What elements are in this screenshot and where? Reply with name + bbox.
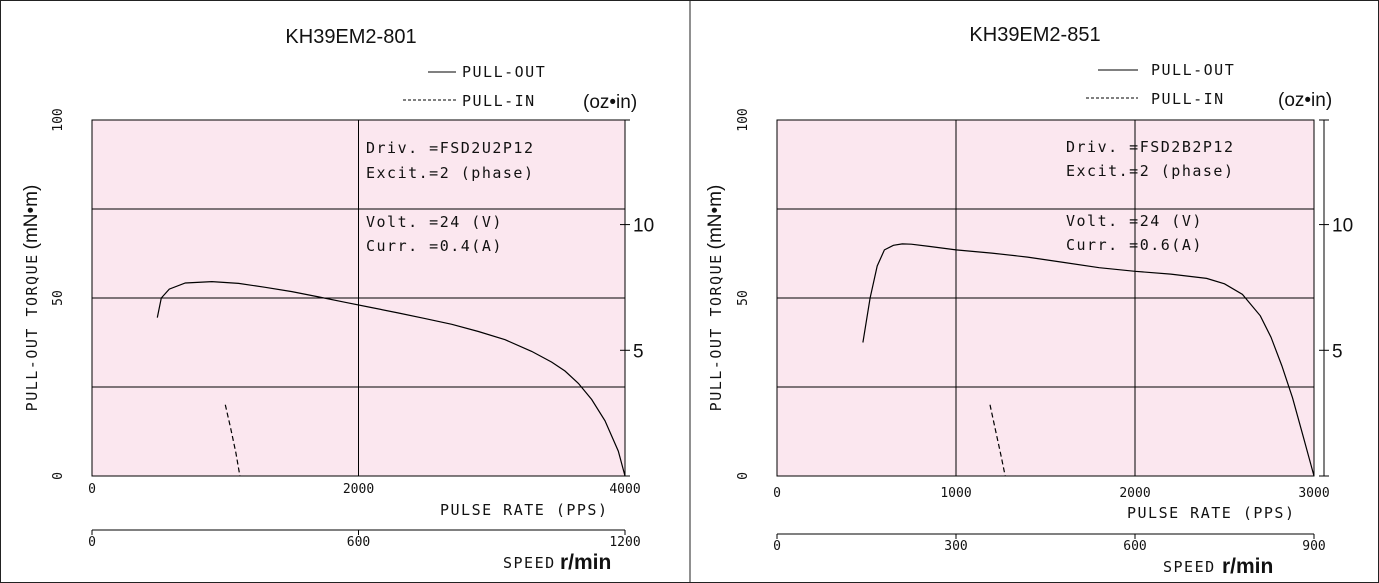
x2-axis-label: SPEED (503, 554, 556, 572)
x2-axis-unit: r/min (1222, 555, 1273, 578)
series-line-pull-out (156, 280, 626, 477)
annotation-driver: Driv. =FSD2U2P12 (366, 139, 535, 157)
y-tick-label: 0 (51, 472, 66, 480)
y-axis-label: PULL-OUT TORQUE (mN•m) (705, 185, 726, 412)
tick-marks (91, 119, 630, 535)
x-tick-label: 0 (88, 482, 96, 497)
y-tick-label: 100 (51, 108, 66, 131)
y-tick-label: 0 (736, 472, 751, 480)
x2-axis-unit: r/min (560, 551, 611, 574)
x2-axis-label: SPEED (1163, 558, 1216, 576)
x-axis-label: PULSE RATE (PPS) (440, 501, 609, 519)
y-axis-label-text: PULL-OUT TORQUE (707, 253, 725, 411)
y2-axis-unit: (oz•in) (1278, 90, 1332, 111)
y-axis-label-text: PULL-OUT TORQUE (23, 253, 41, 411)
y-axis-unit: (mN•m) (21, 185, 42, 250)
y2-tick-label: 10 (633, 216, 654, 237)
legend-label-pull-out: PULL-OUT (1151, 61, 1235, 79)
x2-tick-label: 0 (773, 539, 781, 554)
x2-tick-label: 600 (1123, 539, 1146, 554)
annotation-voltage: Volt. =24 (V) (1066, 212, 1203, 230)
tick-marks (776, 119, 1329, 539)
x-tick-label: 4000 (609, 482, 640, 497)
x-tick-label: 1000 (940, 486, 971, 501)
y2-tick-label: 5 (633, 341, 644, 362)
grid-lines (92, 120, 625, 476)
annotation-current: Curr. =0.4(A) (366, 237, 503, 255)
x-tick-label: 2000 (343, 482, 374, 497)
x2-tick-label: 0 (88, 535, 96, 550)
series-line-pull-in (989, 404, 1006, 477)
x-axis-label: PULSE RATE (PPS) (1127, 504, 1296, 522)
series-line-pull-out (862, 243, 1315, 477)
y2-axis-unit: (oz•in) (583, 92, 637, 113)
series-lines (862, 243, 1315, 477)
tick-labels: 0 1000 2000 3000 0 300 600 900 0 50 100 5 10 (736, 108, 1353, 554)
legend-label-pull-out: PULL-OUT (462, 63, 546, 81)
y-axis-label: PULL-OUT TORQUE (mN•m) (21, 185, 42, 412)
x2-tick-label: 600 (347, 535, 370, 550)
chart-panel-2: 0 1000 2000 3000 0 300 600 900 0 50 100 5 10 KH39EM2… (705, 24, 1353, 578)
y-tick-label: 50 (736, 290, 751, 306)
chart-title: KH39EM2-801 (285, 26, 416, 48)
series-line-pull-in (224, 404, 241, 477)
annotation-excitation: Excit.=2 (phase) (366, 164, 535, 182)
grid-lines (777, 120, 1314, 476)
series-lines (156, 280, 626, 477)
tick-labels: 0 2000 4000 0 600 1200 0 50 100 5 10 (51, 108, 654, 550)
annotation-driver: Driv. =FSD2B2P12 (1066, 138, 1235, 156)
y2-tick-label: 5 (1332, 341, 1343, 362)
chart-title: KH39EM2-851 (969, 24, 1100, 46)
y2-tick-label: 10 (1332, 216, 1353, 237)
annotation-voltage: Volt. =24 (V) (366, 213, 503, 231)
chart-panel-1: 0 2000 4000 0 600 1200 0 50 100 5 10 KH39EM2-801 P… (21, 26, 654, 574)
annotation-excitation: Excit.=2 (phase) (1066, 162, 1235, 180)
legend-label-pull-in: PULL-IN (1151, 90, 1225, 108)
x2-tick-label: 1200 (609, 535, 640, 550)
x2-tick-label: 300 (944, 539, 967, 554)
y-tick-label: 50 (51, 290, 66, 306)
x-tick-label: 3000 (1298, 486, 1329, 501)
y-tick-label: 100 (736, 108, 751, 131)
y-axis-unit: (mN•m) (705, 185, 726, 250)
x-tick-label: 0 (773, 486, 781, 501)
annotation-current: Curr. =0.6(A) (1066, 236, 1203, 254)
x-tick-label: 2000 (1119, 486, 1150, 501)
legend-label-pull-in: PULL-IN (462, 92, 536, 110)
x2-tick-label: 900 (1302, 539, 1325, 554)
